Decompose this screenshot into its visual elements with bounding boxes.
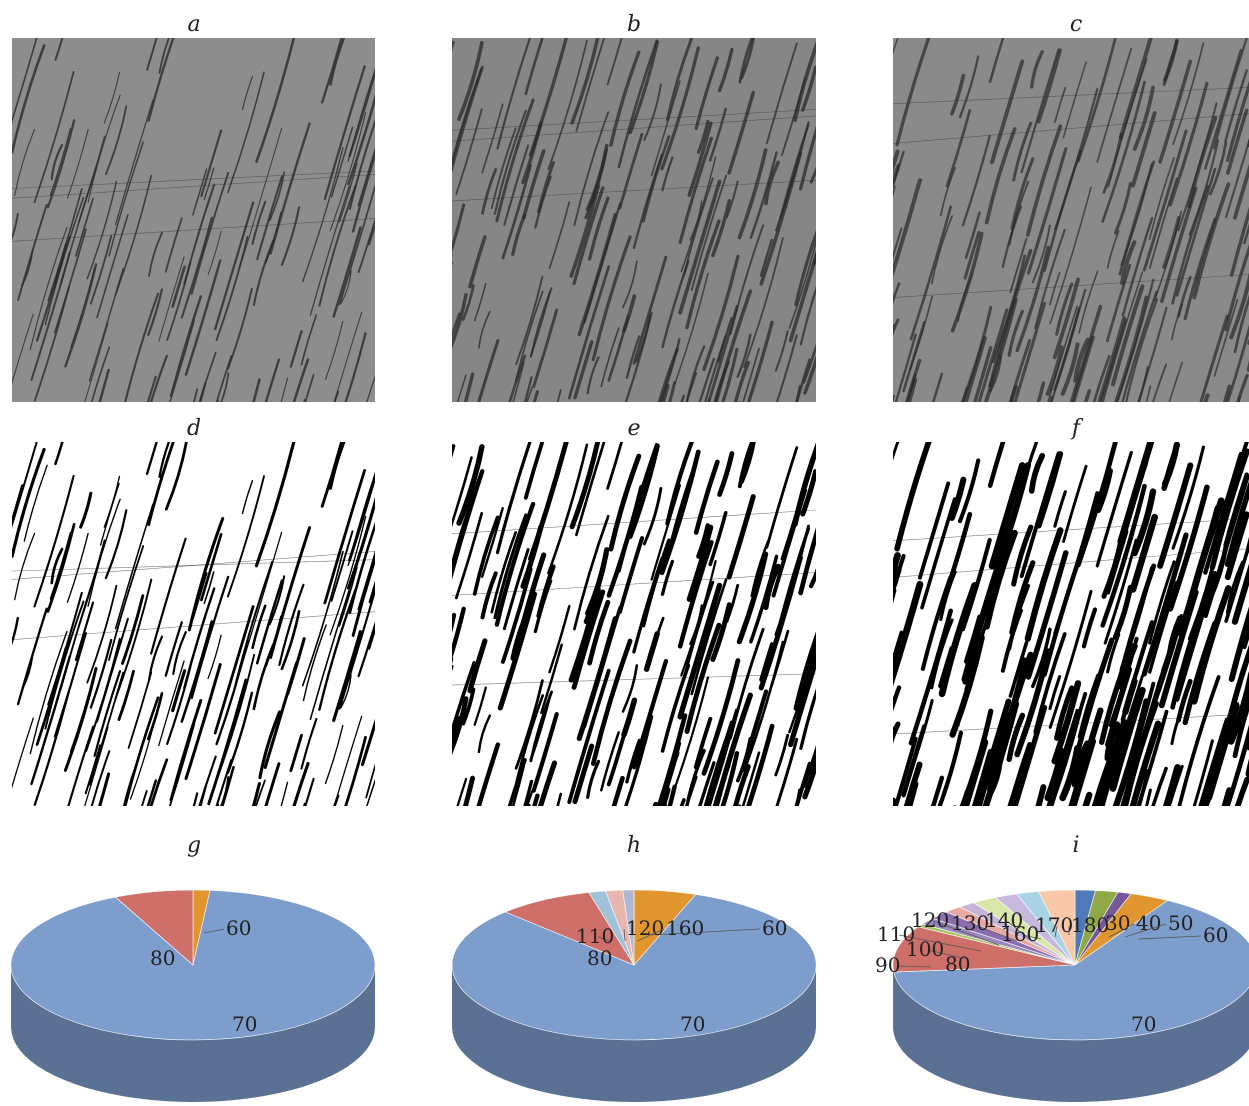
slice-label-60: 60: [1203, 923, 1228, 947]
micrograph-c-canvas: [893, 38, 1249, 402]
slice-label-90: 90: [875, 953, 900, 977]
micrograph-a-canvas: [12, 38, 375, 402]
slice-label-70: 70: [680, 1012, 705, 1036]
slice-label-180: 180: [1071, 913, 1109, 937]
micrograph-b: [452, 38, 816, 402]
slice-label-120: 120: [626, 916, 664, 940]
slice-label-70: 70: [232, 1012, 257, 1036]
slice-label-130: 130: [951, 911, 989, 935]
binary-image-d: [12, 442, 375, 806]
slice-label-160: 160: [1001, 922, 1039, 946]
panel-label-d: d: [174, 416, 214, 441]
slice-label-170: 170: [1035, 913, 1073, 937]
slice-label-110: 110: [877, 922, 915, 946]
panel-label-c: c: [1056, 12, 1096, 37]
pie-chart-g: 60 70 80: [0, 855, 440, 1102]
micrograph-b-canvas: [452, 38, 816, 402]
pie-top: [452, 890, 816, 1040]
binary-image-e-canvas: [452, 442, 816, 806]
slice-label-80: 80: [945, 952, 970, 976]
binary-image-f-canvas: [893, 442, 1249, 806]
pie-top: [11, 890, 375, 1040]
slice-label-110: 110: [576, 924, 614, 948]
panel-label-e: e: [614, 416, 654, 441]
slice-label-160: 160: [666, 916, 704, 940]
slice-label-50: 50: [1168, 911, 1193, 935]
slice-label-40: 40: [1136, 911, 1161, 935]
binary-image-f: [893, 442, 1249, 806]
panel-label-a: a: [174, 12, 214, 37]
slice-label-120: 120: [911, 908, 949, 932]
binary-image-d-canvas: [12, 442, 375, 806]
slice-label-60: 60: [762, 916, 787, 940]
slice-label-80: 80: [587, 946, 612, 970]
micrograph-a: [12, 38, 375, 402]
panel-label-f: f: [1056, 416, 1096, 441]
micrograph-c: [893, 38, 1249, 402]
binary-image-e: [452, 442, 816, 806]
slice-label-60: 60: [226, 916, 251, 940]
slice-label-80: 80: [150, 946, 175, 970]
pie-chart-g-svg: 60 70 80: [0, 855, 440, 1102]
slice-label-70: 70: [1131, 1012, 1156, 1036]
panel-label-b: b: [614, 12, 654, 37]
